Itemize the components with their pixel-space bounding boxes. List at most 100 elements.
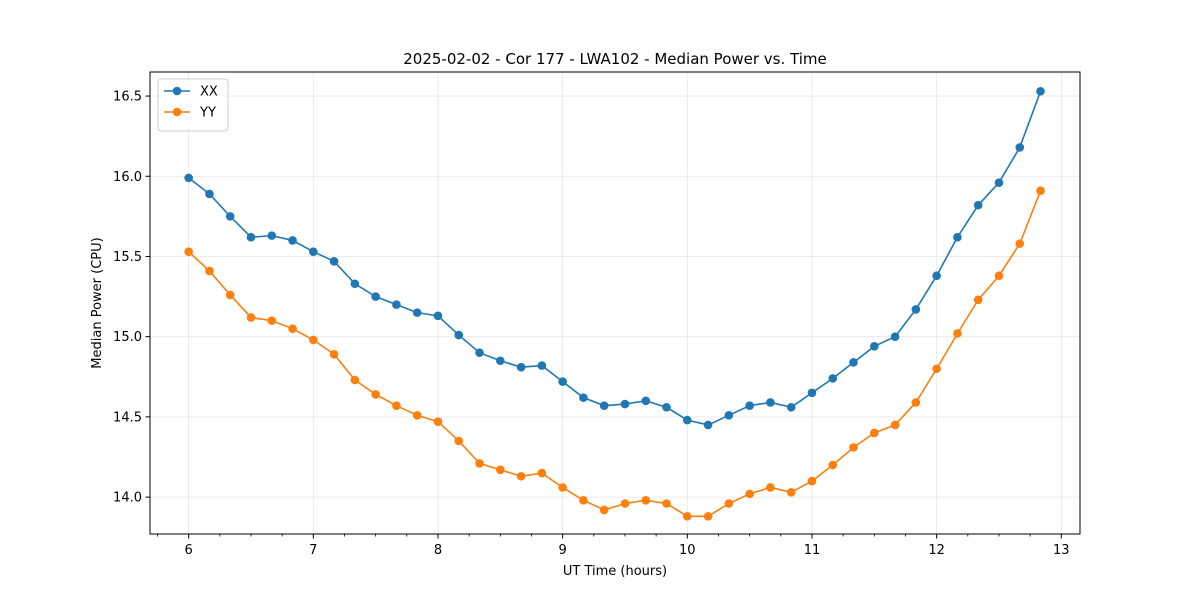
data-point-yy (683, 512, 692, 521)
data-point-yy (828, 460, 838, 470)
data-point-xx (745, 401, 754, 410)
legend-marker-yy (172, 107, 182, 117)
data-point-xx (392, 300, 401, 309)
legend: XX YY (157, 78, 229, 132)
x-tick-label: 13 (1053, 543, 1070, 558)
data-point-xx (267, 231, 277, 240)
chart-title: 2025-02-02 - Cor 177 - LWA102 - Median P… (403, 50, 827, 68)
data-point-yy (973, 295, 983, 305)
data-point-xx (662, 402, 671, 412)
data-point-xx (849, 358, 858, 367)
data-point-yy (870, 428, 879, 438)
plot-frame (149, 71, 1081, 535)
x-tick-label: 9 (559, 543, 567, 558)
data-point-xx (558, 377, 567, 386)
x-tick-label: 8 (434, 543, 442, 558)
data-point-xx (433, 311, 443, 321)
data-point-xx (184, 173, 193, 183)
data-point-yy (703, 512, 713, 521)
data-point-xx (454, 330, 464, 340)
data-point-xx (599, 401, 609, 410)
x-tick-label: 7 (309, 543, 317, 558)
data-point-yy (392, 401, 401, 410)
data-point-xx (475, 348, 484, 358)
data-point-xx (828, 374, 838, 383)
data-point-yy (745, 489, 754, 499)
data-point-yy (807, 476, 817, 486)
data-point-xx (994, 178, 1004, 187)
data-point-yy (641, 496, 651, 505)
data-point-yy (205, 266, 214, 276)
data-point-xx (579, 393, 588, 402)
series-layer (184, 86, 1045, 521)
data-point-xx (641, 396, 651, 406)
data-point-yy (579, 496, 588, 505)
data-point-xx (516, 362, 526, 372)
data-point-yy (620, 499, 630, 508)
data-point-yy (371, 390, 380, 399)
grid-layer (150, 72, 1080, 534)
data-point-yy (329, 350, 339, 359)
data-point-xx (246, 232, 256, 242)
data-point-yy (766, 483, 775, 492)
legend-label-xx: XX (200, 85, 218, 100)
data-point-xx (1036, 86, 1045, 96)
data-point-xx (911, 305, 921, 314)
data-point-yy (724, 499, 734, 508)
data-point-xx (350, 279, 360, 289)
data-point-xx (329, 256, 339, 266)
series-line-yy (188, 190, 1042, 518)
y-tick-label: 15.5 (113, 250, 142, 265)
data-point-yy (1036, 186, 1045, 196)
data-point-xx (786, 402, 796, 412)
data-point-yy (953, 329, 962, 338)
y-tick-label: 14.0 (113, 491, 142, 506)
data-point-xx (1015, 143, 1025, 152)
series-line-xx (188, 90, 1042, 426)
x-tick-label: 10 (679, 543, 696, 558)
legend-label-yy: YY (199, 106, 216, 121)
data-point-yy (288, 324, 297, 333)
data-point-yy (662, 499, 671, 508)
data-point-xx (288, 236, 297, 245)
data-point-yy (246, 313, 256, 322)
y-tick-label: 16.5 (113, 90, 142, 105)
data-point-yy (537, 468, 547, 478)
data-point-xx (870, 342, 879, 351)
data-point-xx (766, 398, 775, 407)
data-point-xx (683, 415, 692, 425)
data-point-yy (225, 290, 235, 300)
data-point-xx (890, 332, 900, 341)
y-tick-label: 15.0 (113, 330, 142, 345)
data-point-xx (537, 361, 547, 370)
y-axis-label: Median Power (CPU) (90, 237, 105, 368)
data-point-xx (724, 410, 734, 420)
legend-marker-xx (172, 86, 182, 96)
data-point-yy (994, 271, 1004, 281)
data-point-yy (475, 459, 484, 468)
y-tick-label: 16.0 (113, 170, 142, 185)
data-point-xx (807, 388, 817, 398)
data-point-xx (309, 247, 318, 256)
data-point-xx (620, 399, 630, 409)
data-point-yy (932, 364, 941, 374)
data-point-yy (350, 375, 360, 385)
data-point-xx (973, 200, 983, 210)
data-point-yy (849, 443, 858, 452)
data-point-yy (786, 487, 796, 497)
data-point-yy (516, 471, 526, 481)
data-point-xx (496, 356, 505, 366)
data-point-yy (599, 505, 609, 515)
data-point-yy (433, 417, 443, 427)
data-point-yy (412, 410, 422, 420)
data-point-yy (558, 483, 567, 492)
x-tick-label: 6 (185, 543, 193, 558)
data-point-xx (412, 308, 422, 317)
data-point-xx (932, 271, 941, 281)
x-axis-label: UT Time (hours) (563, 564, 667, 579)
data-point-yy (911, 398, 921, 407)
data-point-yy (309, 335, 318, 345)
data-point-xx (371, 292, 380, 301)
